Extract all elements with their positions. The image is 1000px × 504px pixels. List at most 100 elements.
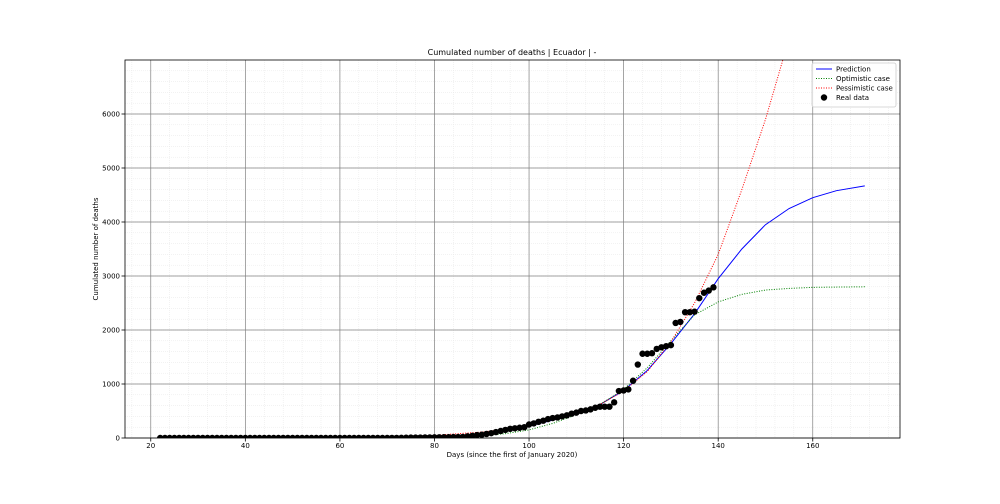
data-point — [577, 407, 585, 415]
data-point — [521, 424, 528, 431]
data-point — [284, 434, 292, 438]
data-point — [209, 434, 216, 438]
data-point — [175, 434, 183, 438]
data-point — [648, 350, 656, 357]
data-point — [634, 361, 642, 368]
data-point — [677, 318, 684, 326]
legend-label: Prediction — [836, 66, 871, 74]
y-tick-label: 4000 — [102, 219, 120, 227]
series-line — [160, 286, 865, 438]
plot-area — [157, 60, 865, 438]
y-tick-label: 2000 — [102, 327, 120, 335]
data-point — [483, 430, 490, 438]
y-tick-label: 6000 — [102, 111, 120, 119]
data-point — [606, 403, 613, 410]
data-point — [213, 434, 221, 438]
data-point — [350, 434, 358, 438]
axes-frame — [124, 59, 901, 439]
data-point — [171, 434, 178, 438]
data-point — [629, 377, 637, 384]
data-point — [549, 414, 556, 422]
data-point — [308, 434, 315, 438]
data-point — [506, 425, 514, 433]
data-point — [251, 434, 258, 438]
series-line — [160, 60, 784, 438]
x-tick-label: 120 — [617, 442, 630, 450]
data-point — [232, 434, 240, 438]
data-point — [199, 434, 206, 438]
data-point — [157, 434, 164, 438]
data-point — [596, 403, 604, 410]
legend-label: Real data — [836, 94, 869, 102]
data-point — [341, 434, 348, 438]
data-point — [365, 434, 372, 438]
data-point — [601, 403, 608, 410]
data-point — [388, 434, 396, 438]
y-tick-label: 3000 — [102, 273, 120, 281]
data-point — [464, 433, 471, 438]
data-point — [270, 434, 277, 438]
data-point — [331, 434, 339, 438]
chart-title: Cumulated number of deaths | Ecuador | - — [428, 48, 597, 57]
x-axis-label: Days (since the first of January 2020) — [447, 451, 578, 459]
data-point — [686, 308, 694, 316]
data-point — [355, 434, 363, 438]
data-point — [516, 424, 523, 431]
y-tick-label: 5000 — [102, 165, 120, 173]
x-tick-label: 40 — [241, 442, 250, 450]
data-point — [279, 434, 287, 438]
data-point — [190, 434, 197, 438]
data-point — [667, 341, 675, 349]
data-point — [327, 434, 334, 438]
data-point — [298, 434, 306, 438]
legend-label: Optimistic case — [836, 75, 890, 83]
data-point — [369, 434, 377, 438]
data-point — [469, 432, 476, 438]
data-point — [610, 399, 618, 406]
data-point — [705, 287, 712, 294]
y-tick-label: 1000 — [102, 381, 120, 389]
data-point — [374, 434, 381, 438]
data-point — [261, 434, 268, 438]
data-point — [166, 434, 173, 438]
data-point — [289, 434, 296, 438]
data-point — [294, 434, 301, 438]
data-point — [313, 434, 320, 438]
data-point — [237, 434, 244, 438]
data-point — [696, 294, 703, 302]
grid — [125, 59, 900, 439]
data-point — [383, 434, 391, 438]
x-tick-label: 80 — [430, 442, 439, 450]
x-tick-label: 20 — [146, 442, 155, 450]
data-point — [639, 350, 646, 357]
legend-label: Pessimistic case — [836, 85, 893, 93]
data-point — [336, 434, 344, 438]
data-point — [275, 434, 282, 438]
data-point — [681, 308, 689, 316]
x-tick-label: 100 — [522, 442, 535, 450]
data-point — [218, 434, 225, 438]
data-point — [194, 434, 202, 438]
data-point — [246, 434, 254, 438]
x-tick-label: 60 — [335, 442, 344, 450]
data-point — [473, 431, 481, 438]
data-point — [180, 434, 188, 438]
legend-marker — [820, 94, 828, 101]
data-point — [511, 425, 519, 432]
data-point — [227, 434, 235, 438]
x-tick-label: 140 — [712, 442, 725, 450]
data-point — [710, 284, 717, 291]
legend-box — [811, 62, 897, 108]
data-point — [346, 434, 353, 438]
data-point — [223, 434, 230, 438]
data-point — [625, 386, 632, 393]
x-tick-label: 160 — [806, 442, 819, 450]
data-point — [204, 434, 211, 438]
y-axis-label: Cumulated number of deaths — [92, 197, 100, 300]
data-point — [317, 434, 325, 438]
data-point — [691, 308, 698, 315]
data-point — [360, 434, 367, 438]
data-point — [303, 434, 311, 438]
